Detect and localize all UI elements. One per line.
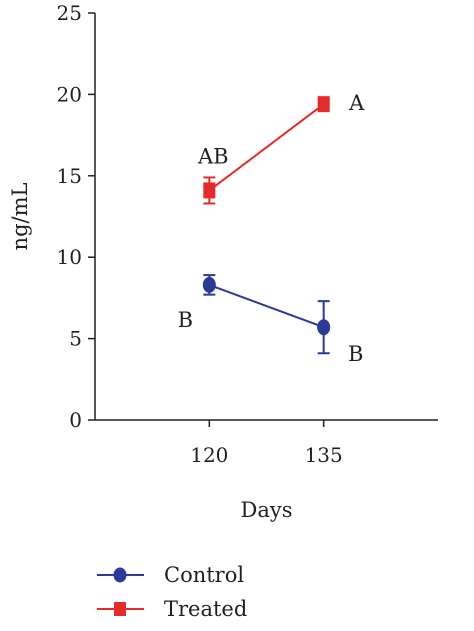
x-tick-label: 120 <box>190 443 228 467</box>
data-point <box>202 276 216 293</box>
y-tick-label: 20 <box>57 82 82 106</box>
point-annotation: AB <box>197 144 229 168</box>
point-annotation: A <box>348 91 365 115</box>
legend: Control Treated <box>97 563 247 621</box>
y-tick-label: 25 <box>57 1 82 25</box>
x-tick-label: 135 <box>305 443 343 467</box>
axes <box>94 13 438 421</box>
y-tick-label: 15 <box>57 164 82 188</box>
y-tick-label: 5 <box>69 327 82 351</box>
legend-item-control: Control <box>97 563 244 587</box>
point-annotation: B <box>348 342 363 366</box>
legend-label: Treated <box>164 597 247 621</box>
data-point <box>317 319 331 336</box>
series-line <box>208 283 325 329</box>
legend-marker <box>113 567 127 583</box>
y-ticks: 0 5 10 15 20 25 <box>57 1 95 432</box>
series-treated: AB A <box>197 91 365 205</box>
legend-item-treated: Treated <box>97 597 247 621</box>
x-axis-label: Days <box>241 498 293 522</box>
y-tick-label: 10 <box>57 245 82 269</box>
data-point <box>317 96 330 113</box>
series-control: BB <box>178 274 363 366</box>
legend-label: Control <box>164 563 244 587</box>
x-ticks: 120 135 <box>190 420 343 467</box>
point-annotation: B <box>178 308 193 332</box>
y-axis-label: ng/mL <box>8 182 32 250</box>
legend-marker <box>114 602 126 616</box>
y-tick-label: 0 <box>69 408 82 432</box>
series-line <box>208 103 325 192</box>
data-point <box>203 182 216 199</box>
